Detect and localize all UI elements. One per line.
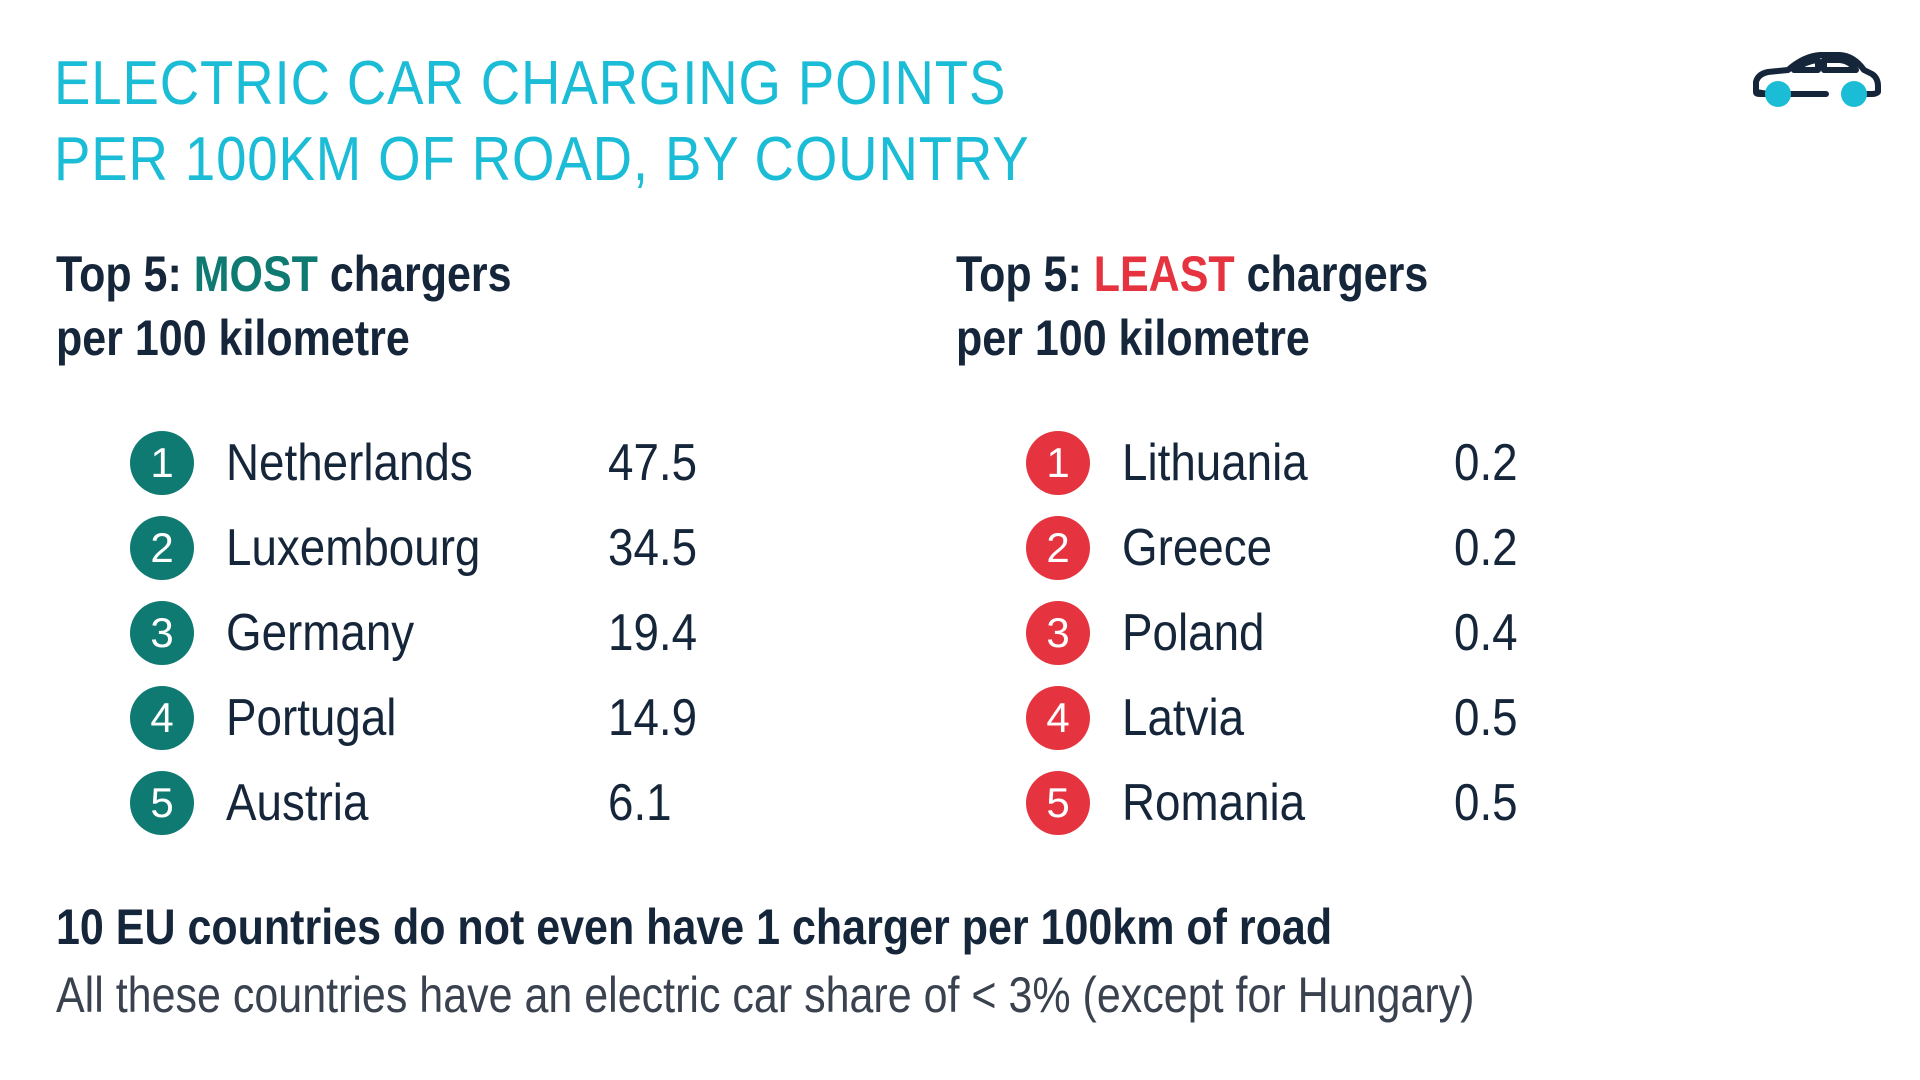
least-heading-suffix: chargers <box>1234 246 1429 302</box>
rank-badge: 4 <box>130 685 194 750</box>
charger-value: 34.5 <box>608 518 698 577</box>
least-list-item: 1 Lithuania 0.2 <box>1026 420 1518 505</box>
country-name: Luxembourg <box>226 518 481 577</box>
least-section-heading: Top 5: LEAST chargers per 100 kilometre <box>956 242 1428 370</box>
rank-badge: 5 <box>1026 770 1090 835</box>
least-list-item: 2 Greece 0.2 <box>1026 505 1518 590</box>
rank-badge: 4 <box>1026 685 1090 750</box>
most-list-item: 3 Germany 19.4 <box>130 590 697 675</box>
most-heading-highlight: MOST <box>193 246 318 302</box>
rank-badge: 3 <box>130 600 194 665</box>
car-icon <box>1753 52 1881 107</box>
rank-badge: 3 <box>1026 600 1090 665</box>
most-heading-line-1: Top 5: MOST chargers <box>56 242 512 306</box>
most-heading-prefix: Top 5: <box>56 246 194 302</box>
footer-note: All these countries have an electric car… <box>56 967 1475 1023</box>
charger-value: 47.5 <box>608 433 698 492</box>
least-list-item: 4 Latvia 0.5 <box>1026 675 1518 760</box>
country-name: Austria <box>226 773 369 832</box>
most-list-item: 1 Netherlands 47.5 <box>130 420 697 505</box>
least-heading-highlight: LEAST <box>1093 246 1235 302</box>
most-section-heading: Top 5: MOST chargers per 100 kilometre <box>56 242 512 370</box>
charger-value: 0.2 <box>1454 433 1518 492</box>
car-wheel-rear <box>1841 81 1867 107</box>
country-name: Poland <box>1122 603 1265 662</box>
car-wheel-front <box>1765 81 1791 107</box>
country-name: Lithuania <box>1122 433 1308 492</box>
title-line-1: ELECTRIC CAR CHARGING POINTS <box>54 49 1007 118</box>
country-name: Romania <box>1122 773 1306 832</box>
page-title: ELECTRIC CAR CHARGING POINTS PER 100KM O… <box>54 46 1030 198</box>
least-list-item: 3 Poland 0.4 <box>1026 590 1518 675</box>
most-heading-line-2: per 100 kilometre <box>56 310 410 366</box>
country-name: Germany <box>226 603 415 662</box>
country-name: Netherlands <box>226 433 473 492</box>
title-line-2: PER 100KM OF ROAD, BY COUNTRY <box>54 125 1030 194</box>
least-heading-line-1: Top 5: LEAST chargers <box>956 242 1428 306</box>
least-heading-prefix: Top 5: <box>956 246 1094 302</box>
rank-badge: 1 <box>1026 430 1090 495</box>
least-list-item: 5 Romania 0.5 <box>1026 760 1518 845</box>
charger-value: 6.1 <box>608 773 672 832</box>
footer-headline: 10 EU countries do not even have 1 charg… <box>56 899 1333 955</box>
country-name: Greece <box>1122 518 1273 577</box>
most-list-item: 5 Austria 6.1 <box>130 760 672 845</box>
charger-value: 0.4 <box>1454 603 1518 662</box>
charger-value: 0.5 <box>1454 688 1518 747</box>
charger-value: 0.2 <box>1454 518 1518 577</box>
charger-value: 0.5 <box>1454 773 1518 832</box>
country-name: Portugal <box>226 688 397 747</box>
charger-value: 19.4 <box>608 603 698 662</box>
most-heading-suffix: chargers <box>317 246 512 302</box>
least-chargers-list: 1 Lithuania 0.2 2 Greece 0.2 3 Poland 0.… <box>1026 420 1518 845</box>
rank-badge: 2 <box>130 515 194 580</box>
most-list-item: 2 Luxembourg 34.5 <box>130 505 697 590</box>
most-chargers-list: 1 Netherlands 47.5 2 Luxembourg 34.5 3 G… <box>130 420 697 845</box>
country-name: Latvia <box>1122 688 1245 747</box>
rank-badge: 1 <box>130 430 194 495</box>
rank-badge: 2 <box>1026 515 1090 580</box>
rank-badge: 5 <box>130 770 194 835</box>
most-list-item: 4 Portugal 14.9 <box>130 675 697 760</box>
charger-value: 14.9 <box>608 688 698 747</box>
car-body-outline <box>1753 52 1881 97</box>
least-heading-line-2: per 100 kilometre <box>956 310 1310 366</box>
